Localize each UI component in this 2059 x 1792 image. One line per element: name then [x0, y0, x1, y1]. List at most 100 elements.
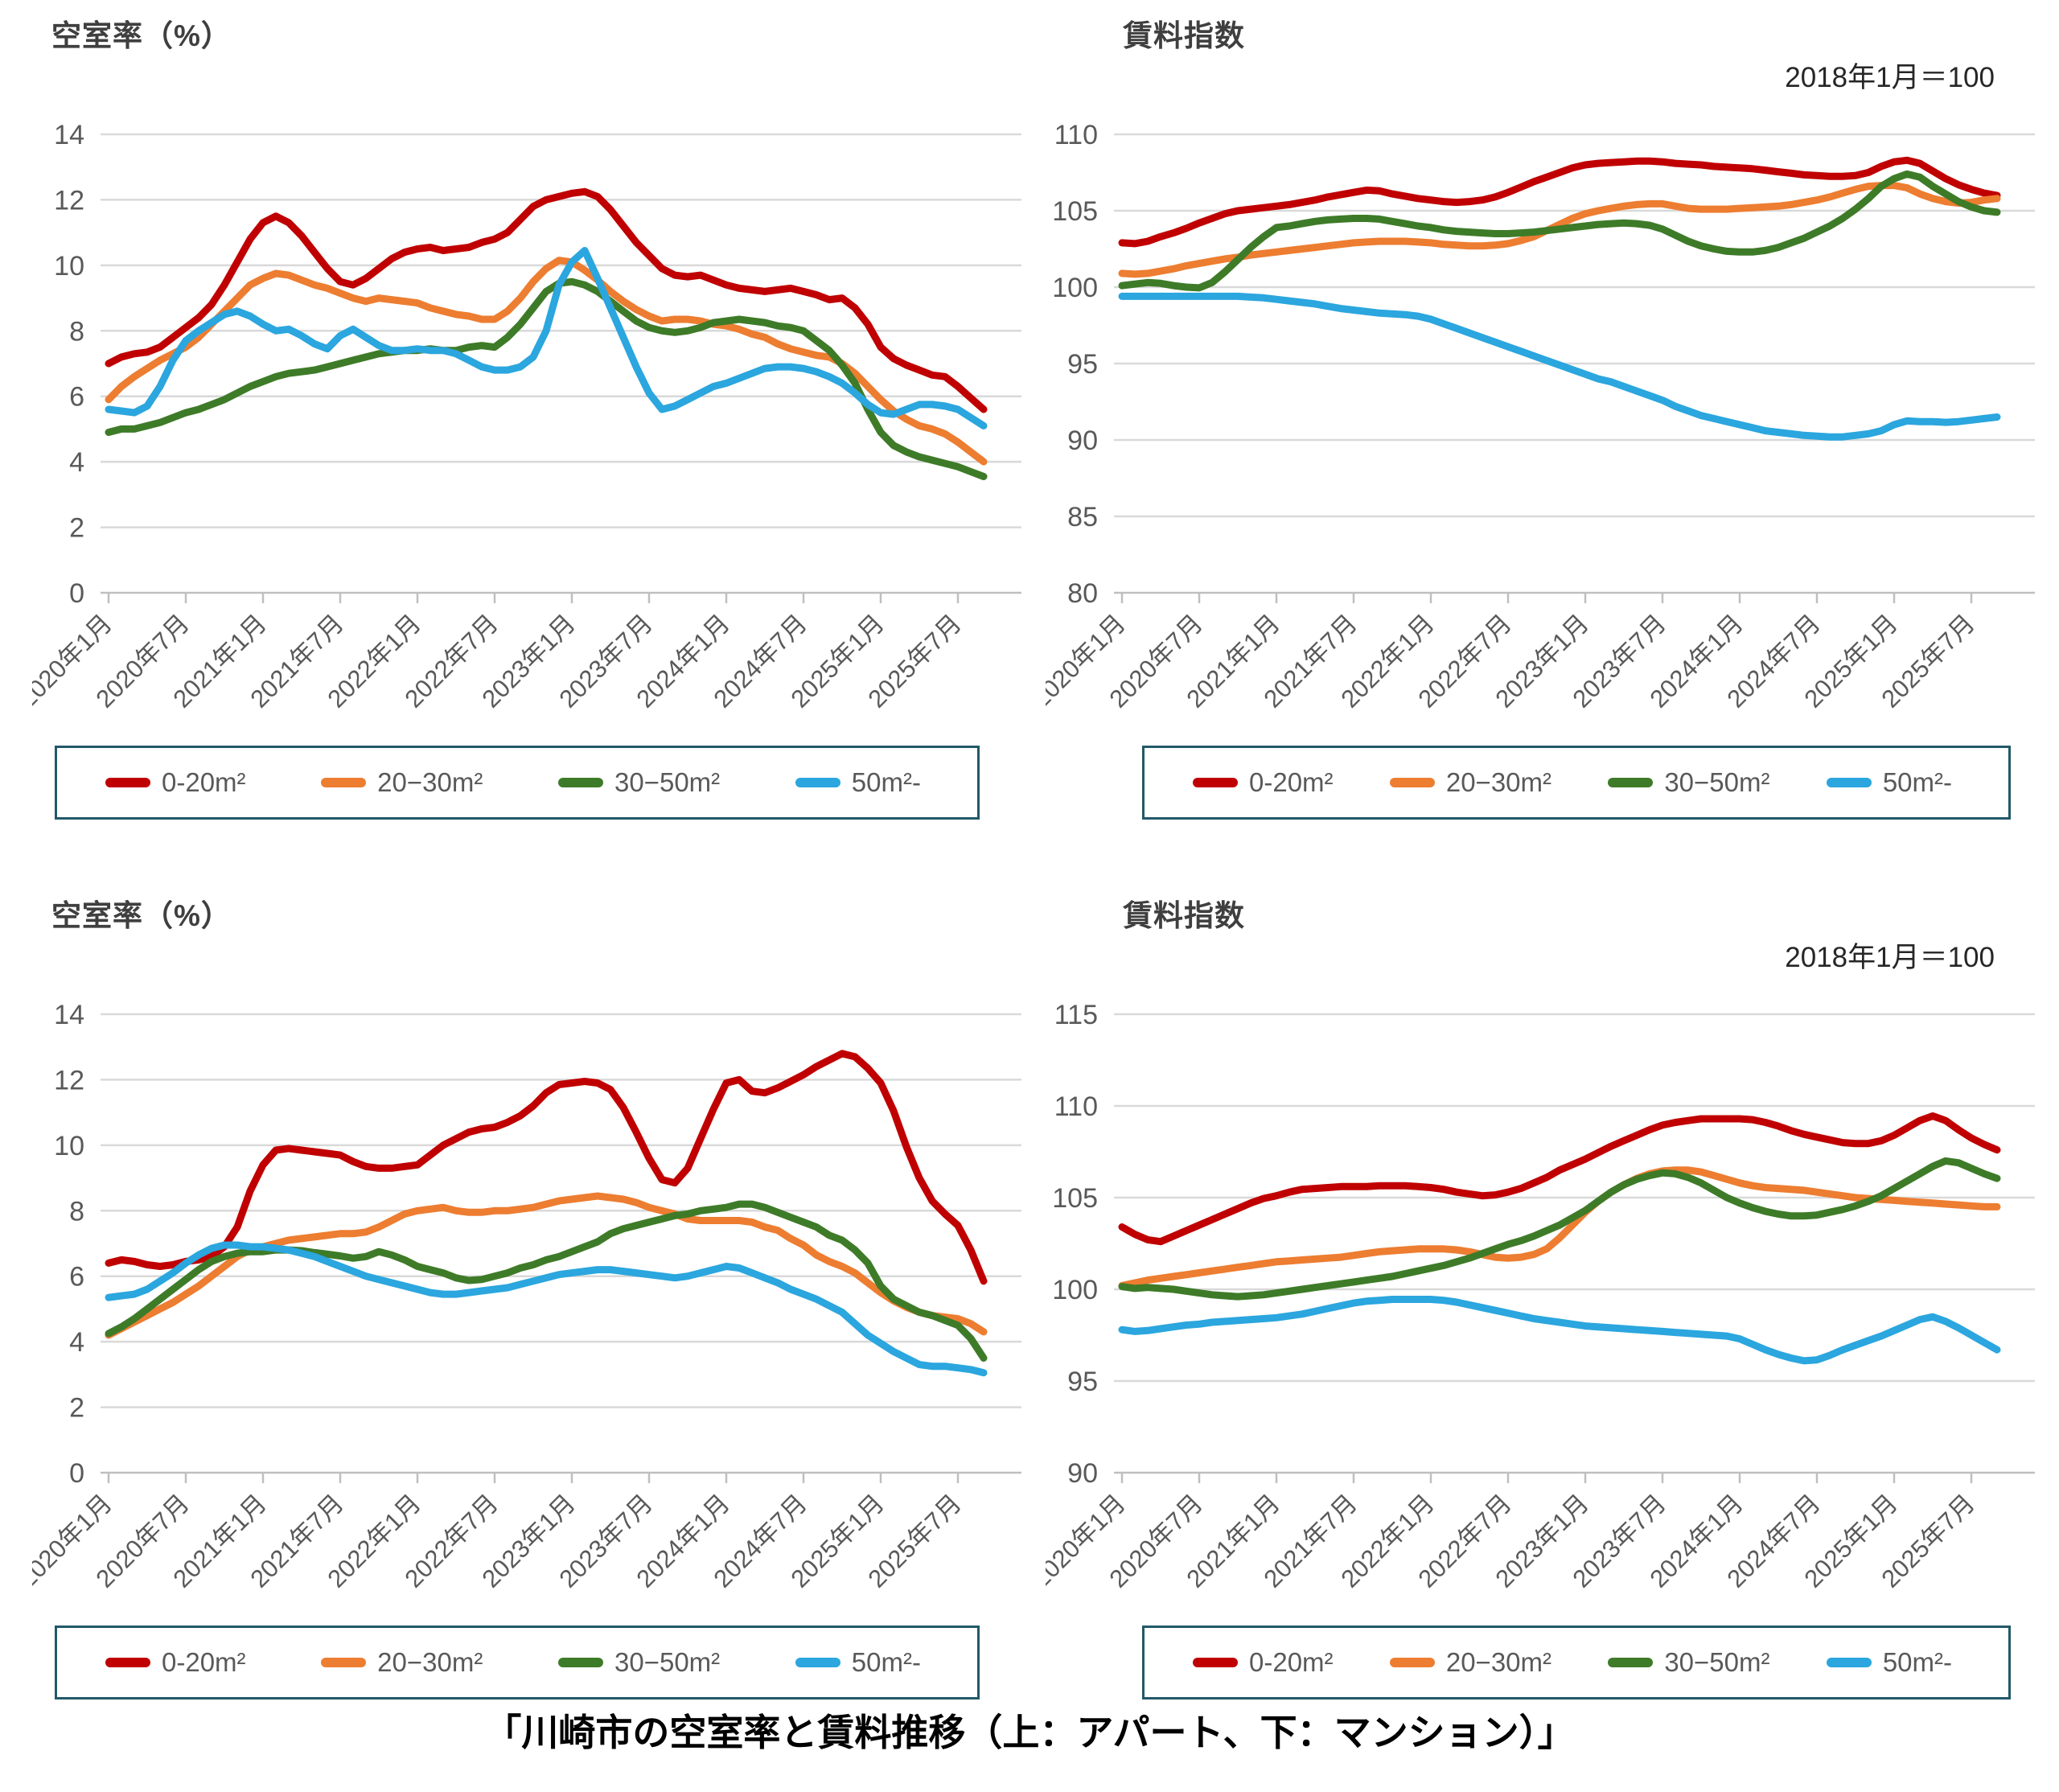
chart-apartment-rent: 賃料指数 2018年1月＝100 110 105 100 95 90 85 80 2020年1… [1026, 11, 2051, 820]
y-axis-label: 4 [69, 447, 84, 478]
legend-item: 30−50m² [1608, 1647, 1770, 1678]
y-axis-label: 105 [1052, 1183, 1098, 1214]
legend-label: 20−30m² [377, 767, 483, 797]
y-axis-label: 110 [1054, 120, 1098, 150]
series-line-50m²- [1118, 292, 2001, 441]
legend-item: 0-20m² [1193, 767, 1334, 798]
y-axis-label: 100 [1052, 1275, 1098, 1305]
y-axis-label: 0 [69, 578, 84, 609]
chart-subtitle: 2018年1月＝100 [1785, 942, 1995, 973]
legend-box: 0-20m² 20−30m² 30−50m² 50m²- [55, 746, 980, 820]
chart-condo-rent: 賃料指数 2018年1月＝100 115 110 105 100 95 90 2020年1月… [1026, 891, 2051, 1700]
legend-label: 30−50m² [614, 767, 721, 797]
legend-label: 50m²- [1882, 767, 1952, 797]
chart-title: 賃料指数 [1123, 19, 1245, 52]
series-line-0-20m² [1118, 1112, 2001, 1246]
y-axis-label: 80 [1067, 578, 1098, 609]
legend-item: 20−30m² [321, 767, 483, 798]
series-line-50m²- [105, 1241, 988, 1377]
legend-swatch-icon [105, 1658, 150, 1667]
legend-item: 50m²- [1826, 767, 1952, 798]
legend-item: 0-20m² [105, 767, 246, 798]
legend-item: 0-20m² [105, 1647, 246, 1678]
legend-label: 0-20m² [1249, 1647, 1334, 1677]
series-line-50m²- [105, 247, 988, 430]
chart-subtitle: 2018年1月＝100 [1785, 62, 1995, 93]
legend-label: 0-20m² [162, 1647, 246, 1677]
legend-swatch-icon [1193, 1658, 1238, 1667]
chart-title: 空室率（%） [51, 899, 232, 932]
series-line-30−50m² [105, 1200, 988, 1362]
legend-swatch-icon [1193, 778, 1238, 787]
legend-item: 20−30m² [1389, 1647, 1552, 1678]
legend-label: 50m²- [851, 767, 921, 797]
y-axis-label: 95 [1067, 1367, 1098, 1397]
series-line-30−50m² [1118, 170, 2001, 292]
legend-label: 30−50m² [1664, 767, 1770, 797]
legend-label: 20−30m² [1445, 767, 1552, 797]
legend-swatch-icon [1389, 1658, 1435, 1667]
y-axis-label: 90 [1067, 1458, 1098, 1489]
series-line-0-20m² [105, 1050, 988, 1285]
legend-swatch-icon [557, 1658, 603, 1667]
series-line-50m²- [1118, 1296, 2001, 1365]
y-axis-label: 2 [69, 513, 84, 544]
legend-label: 30−50m² [614, 1647, 721, 1677]
legend-item: 50m²- [795, 767, 921, 798]
legend-box: 0-20m² 20−30m² 30−50m² 50m²- [1142, 1626, 2011, 1700]
y-axis-label: 2 [69, 1393, 84, 1424]
y-axis-label: 105 [1052, 196, 1098, 227]
y-axis-label: 0 [69, 1458, 84, 1489]
legend-swatch-icon [557, 778, 603, 787]
legend-label: 50m²- [851, 1647, 921, 1677]
y-axis-label: 10 [54, 251, 84, 282]
y-axis-label: 90 [1067, 425, 1098, 456]
legend-item: 20−30m² [321, 1647, 483, 1678]
y-axis-label: 14 [54, 120, 84, 150]
series-line-0-20m² [1118, 156, 2001, 248]
legend-swatch-icon [795, 778, 840, 787]
legend-label: 0-20m² [162, 767, 246, 797]
chart-title: 空室率（%） [51, 19, 232, 52]
series-line-0-20m² [105, 187, 988, 413]
plot-apartment-rent: 110105100959085802020年1月2020年7月2021年1月20… [1026, 120, 2051, 713]
legend-box: 0-20m² 20−30m² 30−50m² 50m²- [1142, 746, 2011, 820]
y-axis-label: 8 [69, 1196, 84, 1227]
legend-label: 20−30m² [1445, 1647, 1552, 1677]
legend-swatch-icon [321, 778, 367, 787]
y-axis-label: 100 [1052, 273, 1098, 303]
plot-condo-vacancy: 141210864202020年1月2020年7月2021年1月2021年7月2… [13, 1000, 1038, 1593]
legend-item: 50m²- [795, 1647, 921, 1678]
legend-item: 30−50m² [557, 767, 721, 798]
legend-item: 30−50m² [557, 1647, 721, 1678]
y-axis-label: 12 [54, 1065, 84, 1095]
legend-swatch-icon [795, 1658, 840, 1667]
legend-item: 0-20m² [1193, 1647, 1334, 1678]
chart-condo-vacancy: 空室率（%） 14 12 10 8 6 4 2 0 2020年1月 2020年7月 2021年1月 2… [13, 891, 1038, 1700]
legend-box: 0-20m² 20−30m² 30−50m² 50m²- [55, 1626, 980, 1700]
y-axis-label: 6 [69, 382, 84, 413]
series-line-30−50m² [105, 277, 988, 480]
figure-caption: 「川崎市の空室率と賃料推移（上：アパート、下：マンション）」 [484, 1712, 1575, 1753]
series-line-30−50m² [1118, 1157, 2001, 1301]
legend-swatch-icon [105, 778, 150, 787]
legend-label: 30−50m² [1664, 1647, 1770, 1677]
legend-label: 20−30m² [377, 1647, 483, 1677]
legend-label: 0-20m² [1249, 767, 1334, 797]
legend-swatch-icon [1608, 778, 1654, 787]
legend-swatch-icon [1826, 1658, 1872, 1667]
y-axis-label: 95 [1067, 349, 1098, 380]
y-axis-label: 12 [54, 185, 84, 216]
legend-label: 50m²- [1882, 1647, 1952, 1677]
legend-item: 50m²- [1826, 1647, 1952, 1678]
series-line-20−30m² [1118, 1166, 2001, 1289]
legend-swatch-icon [321, 1658, 367, 1667]
series-line-20−30m² [1118, 182, 2001, 278]
legend-item: 30−50m² [1608, 767, 1770, 798]
y-axis-label: 14 [54, 1000, 84, 1030]
y-axis-label: 8 [69, 316, 84, 347]
legend-swatch-icon [1608, 1658, 1654, 1667]
chart-title: 賃料指数 [1123, 899, 1245, 932]
chart-apartment-vacancy: 空室率（%） 14 12 10 8 6 4 2 0 2020年1月 2020年7月 2021年1月 2… [13, 11, 1038, 820]
